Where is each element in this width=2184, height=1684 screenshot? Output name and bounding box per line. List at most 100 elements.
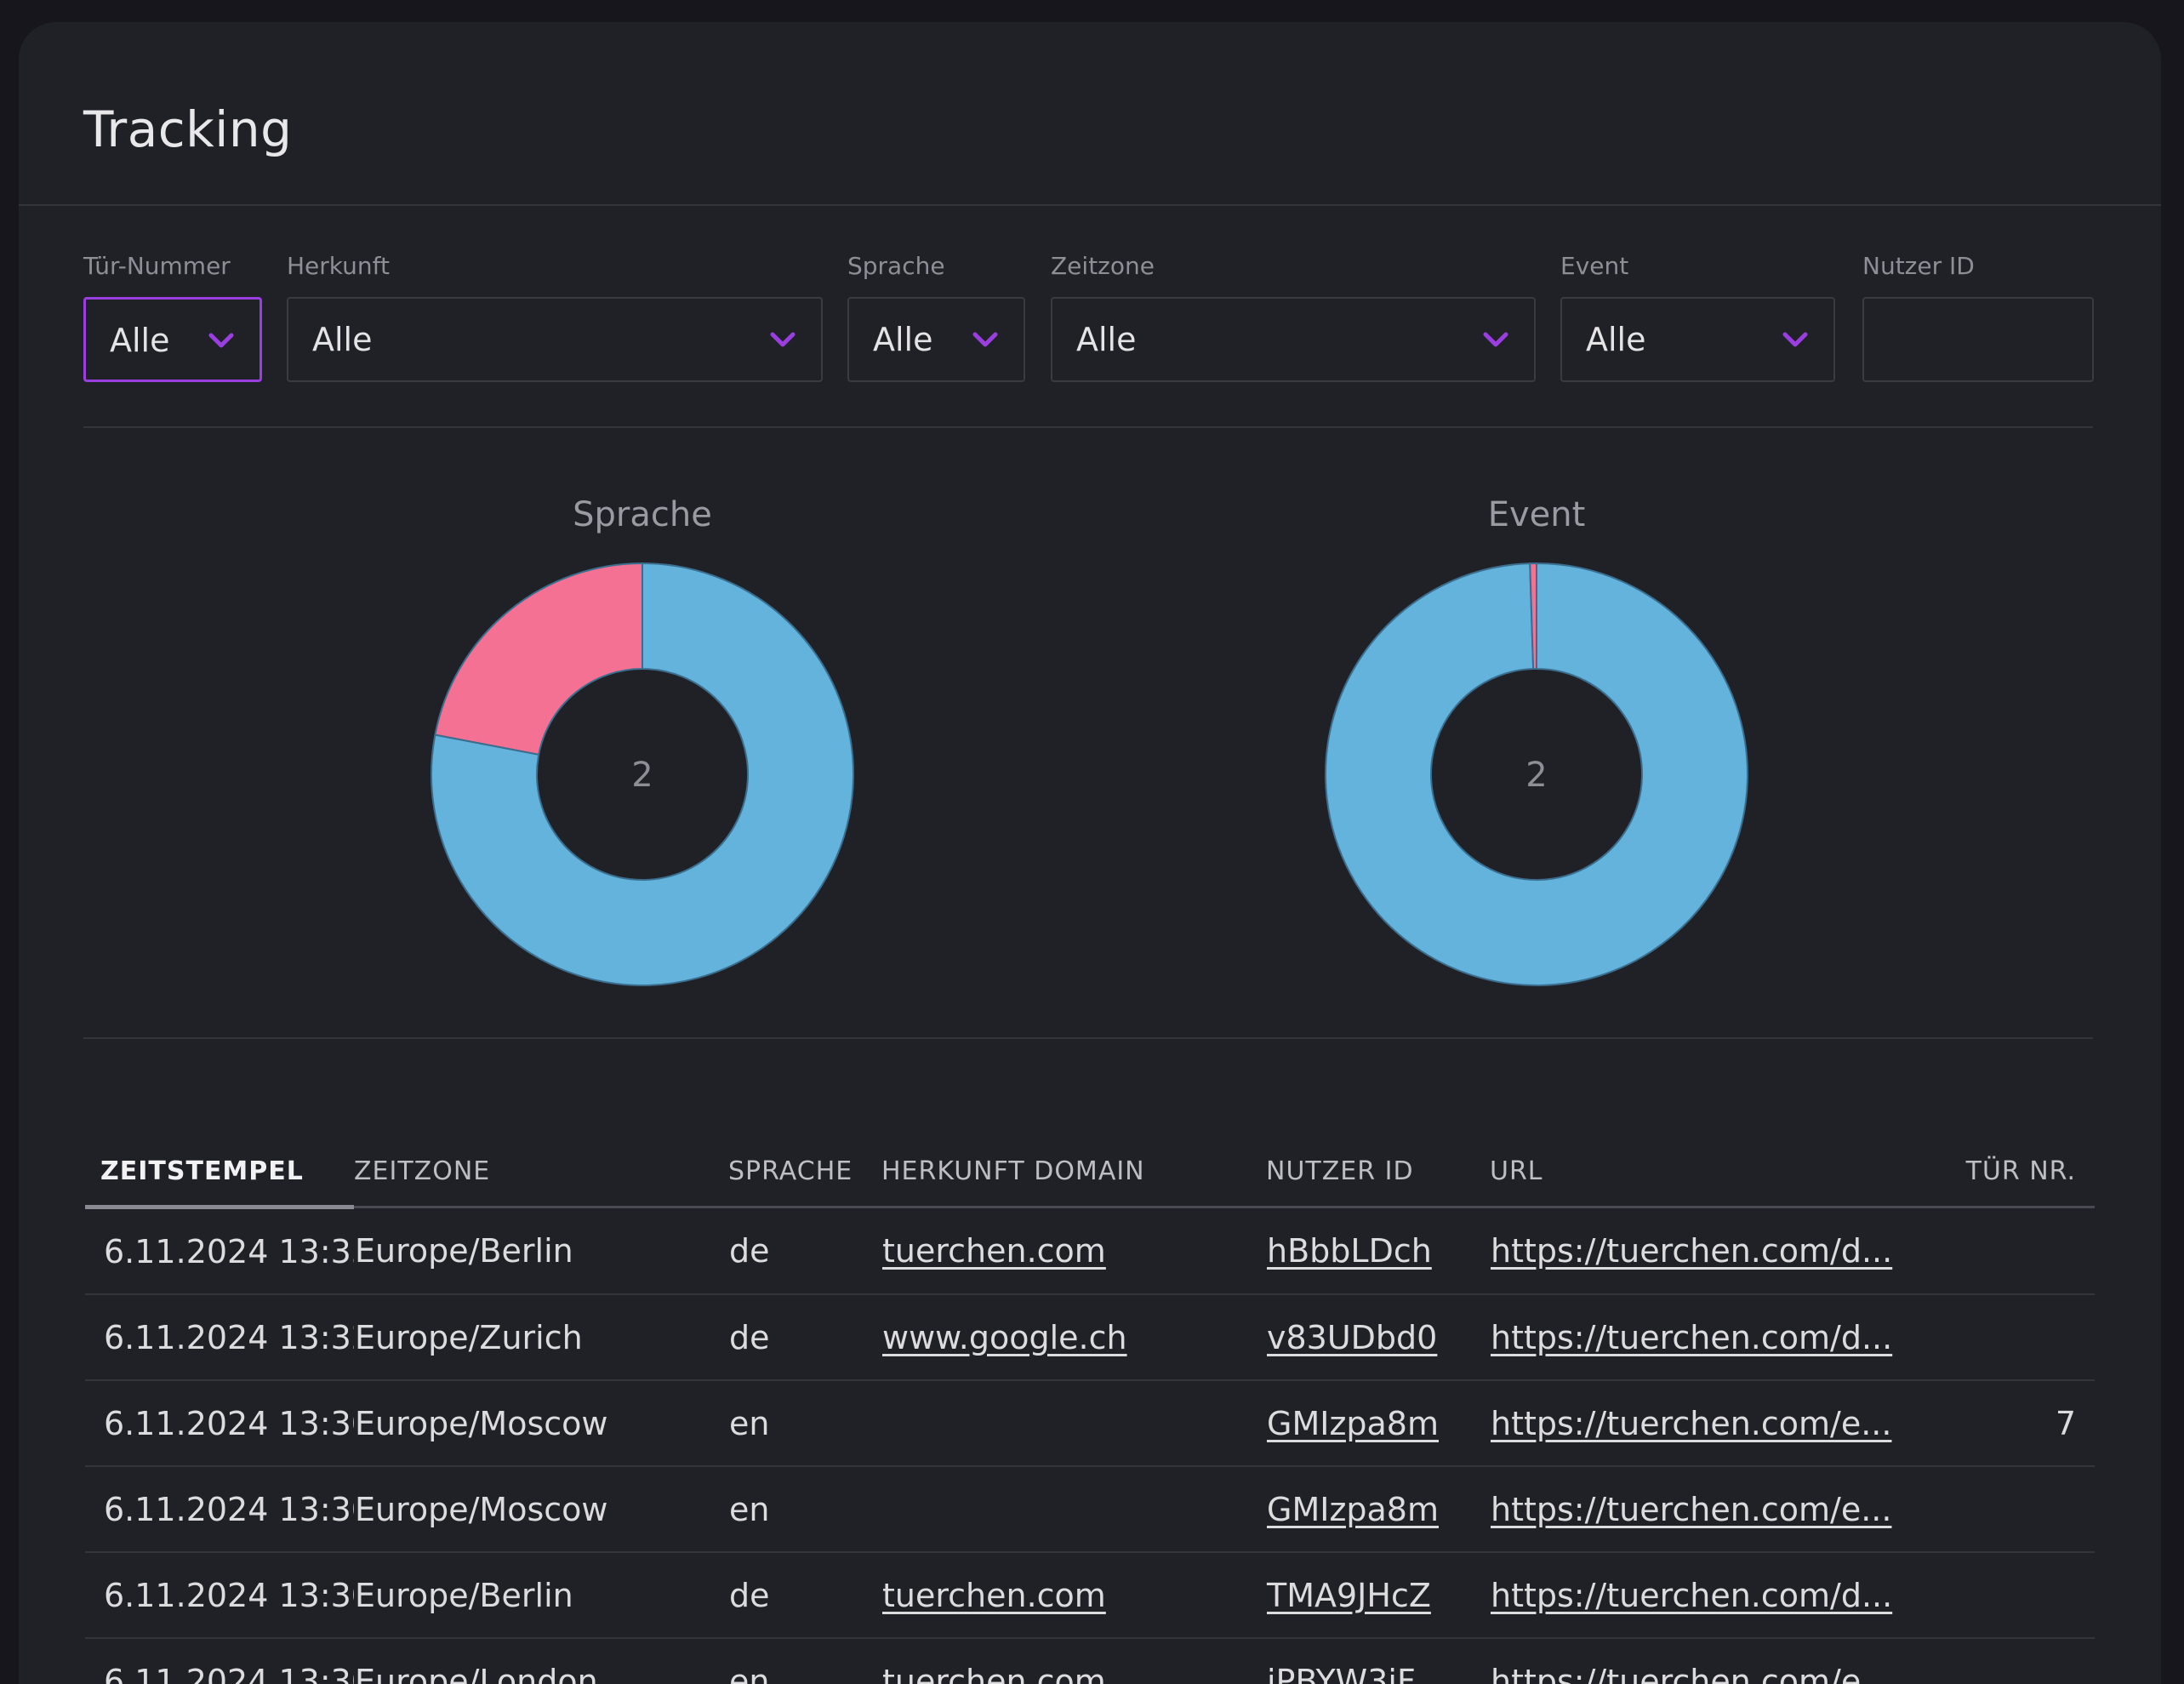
user-id-link[interactable]: TMA9JHcZ xyxy=(1267,1576,1431,1614)
cell-user-id: v83UDbd0 xyxy=(1266,1294,1490,1381)
filter-label-timezone: Zeitzone xyxy=(1051,252,1155,280)
user-id-link[interactable]: hBbbLDch xyxy=(1267,1232,1432,1270)
chevron-down-icon xyxy=(972,332,998,347)
filter-label-origin: Herkunft xyxy=(287,252,390,280)
chart-title-language: Sprache xyxy=(573,495,712,534)
column-header-timezone[interactable]: ZEITZONE xyxy=(354,1137,728,1208)
cell-domain: tuerchen.com xyxy=(881,1638,1266,1684)
cell-timestamp: 6.11.2024 13:33 xyxy=(85,1207,354,1295)
column-header-language[interactable]: SPRACHE xyxy=(728,1137,881,1208)
filter-language-value: Alle xyxy=(873,321,933,358)
column-header-user-id[interactable]: NUTZER ID xyxy=(1266,1137,1490,1208)
cell-language: en xyxy=(728,1380,881,1467)
donut-slice[interactable] xyxy=(431,562,854,986)
url-link[interactable]: https://tuerchen.com/d... xyxy=(1491,1232,1893,1270)
chevron-down-icon xyxy=(1483,332,1508,347)
chart-title-event: Event xyxy=(1487,495,1586,534)
donut-slice[interactable] xyxy=(1325,562,1748,986)
donut-center-label: 2 xyxy=(1525,756,1547,795)
table-row: 6.11.2024 13:30 Europe/Moscow en GMIzpa8… xyxy=(85,1466,2095,1553)
cell-timestamp: 6.11.2024 13:30 xyxy=(85,1552,354,1639)
cell-user-id: jPBYW3iF xyxy=(1266,1638,1490,1684)
cell-door xyxy=(1898,1294,2095,1381)
language-donut-chart: 2 xyxy=(431,562,854,986)
table-row: 6.11.2024 13:30 Europe/Moscow en GMIzpa8… xyxy=(85,1380,2095,1467)
cell-url: https://tuerchen.com/e... xyxy=(1490,1380,1898,1467)
cell-user-id: hBbbLDch xyxy=(1266,1207,1490,1295)
filter-door-select[interactable]: Alle xyxy=(83,297,262,382)
url-link[interactable]: https://tuerchen.com/e... xyxy=(1491,1490,1892,1528)
cell-timezone: Europe/Berlin xyxy=(354,1207,728,1295)
filter-timezone-select[interactable]: Alle xyxy=(1051,297,1536,382)
cell-timestamp: 6.11.2024 13:30 xyxy=(85,1638,354,1684)
table-header-row: ZEITSTEMPEL ZEITZONE SPRACHE HERKUNFT DO… xyxy=(85,1137,2095,1209)
domain-link[interactable]: tuerchen.com xyxy=(882,1576,1106,1614)
cell-language: en xyxy=(728,1638,881,1684)
cell-door xyxy=(1898,1638,2095,1684)
cell-url: https://tuerchen.com/d... xyxy=(1490,1294,1898,1381)
filter-user-id-input[interactable] xyxy=(1862,297,2094,382)
filter-timezone-value: Alle xyxy=(1076,321,1137,358)
cell-domain: www.google.ch xyxy=(881,1294,1266,1381)
chevron-down-icon xyxy=(770,332,795,347)
user-id-link[interactable]: jPBYW3iF xyxy=(1267,1662,1416,1684)
cell-domain xyxy=(881,1466,1266,1553)
domain-link[interactable]: www.google.ch xyxy=(882,1318,1127,1356)
domain-link[interactable]: tuerchen.com xyxy=(882,1232,1106,1270)
charts-divider xyxy=(83,1037,2093,1039)
user-id-link[interactable]: GMIzpa8m xyxy=(1267,1490,1439,1528)
cell-user-id: GMIzpa8m xyxy=(1266,1380,1490,1467)
cell-domain: tuerchen.com xyxy=(881,1552,1266,1639)
filter-label-door: Tür-Nummer xyxy=(83,252,231,280)
column-header-url[interactable]: URL xyxy=(1490,1137,1898,1208)
cell-language: de xyxy=(728,1552,881,1639)
cell-timestamp: 6.11.2024 13:30 xyxy=(85,1380,354,1467)
page-title: Tracking xyxy=(83,100,293,158)
table-row: 6.11.2024 13:30 Europe/London en tuerche… xyxy=(85,1638,2095,1684)
cell-door xyxy=(1898,1466,2095,1553)
url-link[interactable]: https://tuerchen.com/d... xyxy=(1491,1576,1893,1614)
cell-timestamp: 6.11.2024 13:30 xyxy=(85,1466,354,1553)
user-id-link[interactable]: GMIzpa8m xyxy=(1267,1404,1439,1442)
filter-label-event: Event xyxy=(1560,252,1629,280)
cell-url: https://tuerchen.com/e... xyxy=(1490,1638,1898,1684)
column-header-timestamp[interactable]: ZEITSTEMPEL xyxy=(85,1137,354,1209)
filter-event-select[interactable]: Alle xyxy=(1560,297,1835,382)
url-link[interactable]: https://tuerchen.com/d... xyxy=(1491,1318,1893,1356)
cell-timezone: Europe/Zurich xyxy=(354,1294,728,1381)
filter-origin-select[interactable]: Alle xyxy=(287,297,823,382)
event-donut-chart: 2 xyxy=(1325,562,1748,986)
donut-slice[interactable] xyxy=(434,562,643,756)
cell-url: https://tuerchen.com/d... xyxy=(1490,1552,1898,1639)
table-row: 6.11.2024 13:33 Europe/Berlin de tuerche… xyxy=(85,1207,2095,1295)
cell-language: de xyxy=(728,1207,881,1295)
donut-slice[interactable] xyxy=(1529,562,1537,671)
tracking-table: ZEITSTEMPEL ZEITZONE SPRACHE HERKUNFT DO… xyxy=(85,1137,2095,1684)
cell-user-id: GMIzpa8m xyxy=(1266,1466,1490,1553)
domain-link[interactable]: tuerchen.com xyxy=(882,1662,1106,1684)
donut-center-label: 2 xyxy=(631,756,653,795)
cell-timestamp: 6.11.2024 13:32 xyxy=(85,1294,354,1381)
cell-url: https://tuerchen.com/d... xyxy=(1490,1207,1898,1295)
chevron-down-icon xyxy=(208,333,234,348)
filter-door-value: Alle xyxy=(110,322,170,359)
filters-divider xyxy=(83,426,2093,428)
filter-origin-value: Alle xyxy=(312,321,373,358)
cell-language: en xyxy=(728,1466,881,1553)
cell-url: https://tuerchen.com/e... xyxy=(1490,1466,1898,1553)
url-link[interactable]: https://tuerchen.com/e... xyxy=(1491,1404,1892,1442)
cell-door xyxy=(1898,1552,2095,1639)
url-link[interactable]: https://tuerchen.com/e... xyxy=(1491,1662,1892,1684)
cell-domain xyxy=(881,1380,1266,1467)
chevron-down-icon xyxy=(1782,332,1808,347)
header-divider xyxy=(19,204,2161,206)
filter-event-value: Alle xyxy=(1586,321,1646,358)
cell-domain: tuerchen.com xyxy=(881,1207,1266,1295)
table-row: 6.11.2024 13:32 Europe/Zurich de www.goo… xyxy=(85,1294,2095,1381)
cell-user-id: TMA9JHcZ xyxy=(1266,1552,1490,1639)
user-id-link[interactable]: v83UDbd0 xyxy=(1267,1318,1438,1356)
column-header-door[interactable]: TÜR NR. xyxy=(1898,1137,2095,1208)
filter-language-select[interactable]: Alle xyxy=(847,297,1025,382)
column-header-domain[interactable]: HERKUNFT DOMAIN xyxy=(881,1137,1266,1208)
table-row: 6.11.2024 13:30 Europe/Berlin de tuerche… xyxy=(85,1552,2095,1639)
